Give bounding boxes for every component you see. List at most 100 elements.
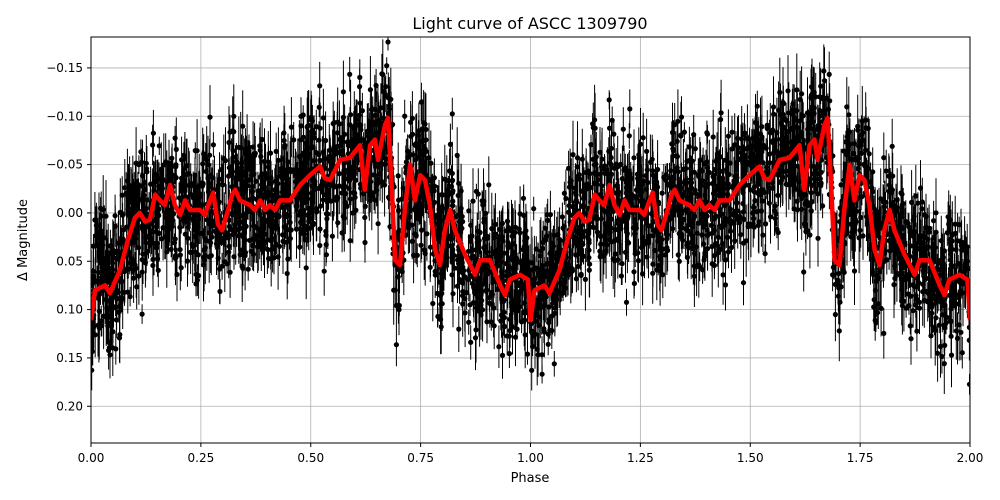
data-point: [579, 156, 585, 162]
data-point: [936, 322, 942, 328]
data-point: [948, 306, 954, 312]
data-point: [594, 229, 601, 235]
data-point: [98, 274, 105, 280]
data-point: [377, 171, 383, 177]
data-point: [561, 190, 568, 196]
data-point: [688, 180, 695, 186]
data-point: [95, 235, 101, 241]
data-point: [285, 256, 291, 262]
data-point: [400, 185, 406, 191]
data-point: [218, 167, 224, 173]
data-point: [836, 328, 842, 334]
data-point: [722, 157, 728, 163]
data-point: [560, 225, 566, 231]
data-point: [725, 234, 731, 240]
data-point: [640, 135, 646, 141]
data-point: [249, 183, 255, 190]
data-point: [929, 310, 935, 316]
data-point: [107, 352, 113, 358]
data-point: [314, 209, 320, 215]
data-point: [444, 177, 450, 183]
data-point: [462, 310, 468, 316]
data-point: [546, 304, 552, 310]
data-point: [941, 279, 947, 285]
data-point: [602, 233, 608, 240]
data-point: [541, 326, 547, 332]
data-point: [964, 244, 970, 250]
data-point: [275, 254, 281, 260]
data-point: [215, 255, 221, 261]
data-point: [718, 185, 724, 191]
data-point: [626, 168, 632, 174]
data-point: [570, 152, 576, 158]
data-point: [134, 187, 140, 193]
data-point: [826, 71, 832, 77]
data-point: [169, 163, 175, 170]
data-point: [168, 213, 174, 219]
data-point: [578, 272, 584, 278]
data-point: [965, 265, 970, 272]
data-point: [95, 322, 101, 328]
data-point: [726, 171, 732, 178]
data-point: [858, 214, 864, 221]
data-point: [615, 220, 621, 226]
data-point: [913, 302, 919, 308]
data-point: [466, 208, 472, 214]
data-point: [792, 186, 798, 192]
x-tick-label: 1.25: [627, 451, 654, 465]
data-point: [794, 87, 800, 93]
data-point: [597, 171, 603, 177]
data-point: [549, 240, 555, 246]
data-point: [856, 143, 862, 149]
data-point: [886, 231, 892, 237]
data-point: [899, 260, 905, 266]
data-point: [153, 172, 159, 178]
data-point: [588, 142, 594, 148]
data-point: [201, 151, 207, 157]
data-point: [383, 84, 389, 90]
data-point: [818, 180, 824, 186]
data-point: [194, 148, 200, 154]
data-point: [316, 104, 322, 110]
data-point: [257, 143, 263, 149]
data-point: [790, 111, 796, 117]
data-point: [780, 115, 787, 121]
data-point: [261, 240, 268, 246]
data-point: [645, 179, 651, 186]
data-point: [644, 254, 650, 260]
data-point: [559, 214, 566, 220]
data-point: [871, 304, 877, 310]
data-point: [405, 154, 411, 160]
data-point: [771, 111, 777, 117]
data-point: [751, 215, 757, 222]
data-point: [438, 316, 444, 322]
data-point: [103, 213, 109, 219]
data-point: [843, 139, 849, 145]
data-point: [203, 168, 209, 175]
data-point: [686, 245, 692, 251]
data-point: [565, 261, 571, 267]
data-point: [173, 146, 179, 152]
data-point: [644, 167, 650, 173]
data-point: [177, 247, 183, 253]
data-point: [727, 228, 734, 234]
data-point: [597, 248, 603, 254]
data-point: [226, 223, 232, 230]
data-point: [468, 222, 474, 228]
data-point: [436, 206, 442, 213]
data-point: [349, 137, 355, 143]
data-point: [231, 113, 237, 119]
data-point: [637, 141, 644, 147]
data-point: [298, 123, 304, 129]
data-point: [813, 186, 819, 192]
data-point: [660, 246, 666, 252]
data-point: [284, 239, 290, 245]
data-point: [240, 169, 246, 175]
data-point: [760, 160, 766, 166]
data-point: [306, 218, 312, 224]
data-point: [604, 242, 610, 248]
data-point: [411, 207, 418, 213]
data-point: [200, 161, 206, 167]
data-point: [966, 324, 970, 330]
data-point: [362, 239, 368, 246]
